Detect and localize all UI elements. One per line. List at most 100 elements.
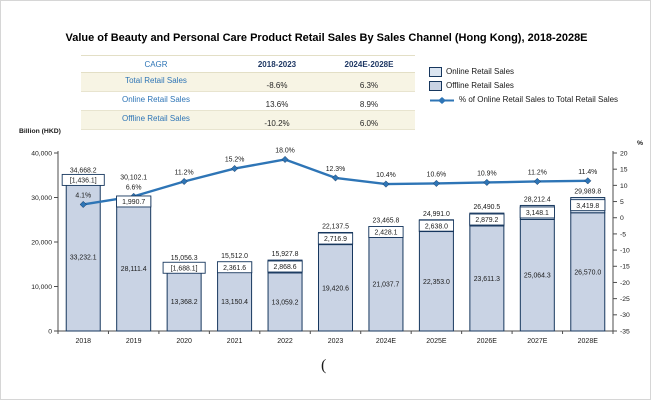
pct-marker-icon xyxy=(533,177,541,186)
online-value-box xyxy=(317,232,354,245)
plot-svg: 40,000 30,000 20,000 10,000 0 20 15 10 5 0 -5 -10 -1… xyxy=(31,147,630,345)
pct-value-label: 11.4% xyxy=(578,169,597,176)
pct-value-label: 6.6% xyxy=(126,184,142,191)
offline-value-label: 13,368.2 xyxy=(171,299,198,306)
offline-bar-segment xyxy=(570,212,606,332)
online-value-label: 2,879.2 xyxy=(475,217,498,224)
cagr-header-row: CAGR 2018-2023 2024E-2028E xyxy=(81,55,415,73)
cagr-row: Offline Retail Sales -10.2% 6.0% xyxy=(81,110,415,130)
cagr-header-2018-2023: 2018-2023 xyxy=(257,60,297,69)
cagr-header-label: CAGR xyxy=(144,60,168,69)
legend-label: Online Retail Sales xyxy=(446,67,515,76)
offline-bar-segment xyxy=(267,272,303,332)
footer-mark: ( xyxy=(321,357,327,374)
offline-value-label: 23,611.3 xyxy=(474,276,500,283)
x-axis-label: 2025E xyxy=(426,338,447,345)
x-axis-label: 2023 xyxy=(328,338,344,345)
online-value-box xyxy=(469,213,505,226)
legend-item: Offline Retail Sales xyxy=(429,81,618,91)
chart-title: Value of Beauty and Personal Care Produc… xyxy=(65,32,588,44)
cagr-value: 6.0% xyxy=(359,118,379,128)
right-axis-tick-label: -35 xyxy=(620,328,630,335)
cagr-value: -10.2% xyxy=(264,118,290,128)
pct-marker-icon xyxy=(432,179,440,187)
total-value-label: 15,927.8 xyxy=(272,251,299,258)
online-value-label: [1,436.1] xyxy=(70,178,97,185)
x-axis-label: 2027E xyxy=(527,338,548,345)
online-value-label: 3,148.1 xyxy=(526,210,549,217)
total-value-label: 34,668.2 xyxy=(70,168,97,175)
cagr-value: 8.9% xyxy=(359,99,379,109)
right-axis-tick-label: -30 xyxy=(620,312,630,319)
pct-line-icon xyxy=(430,96,454,104)
cagr-value: 6.3% xyxy=(359,80,379,90)
online-value-label: 2,868.6 xyxy=(274,264,297,271)
pct-value-label: 18.0% xyxy=(275,147,295,154)
online-value-label: 2,428.1 xyxy=(374,230,397,237)
pct-value-label: 12.3% xyxy=(326,166,346,173)
offline-bar-segment xyxy=(166,271,202,332)
pct-value-label: 15.2% xyxy=(225,157,245,164)
offline-value-label: 13,150.4 xyxy=(221,299,248,306)
pct-marker-icon xyxy=(584,177,592,185)
total-value-label: 26,490.5 xyxy=(473,204,500,211)
offline-value-label: 26,570.0 xyxy=(574,269,601,276)
right-axis-tick-label: -10 xyxy=(620,247,630,254)
pct-value-label: 4.1% xyxy=(75,192,91,199)
online-value-box xyxy=(216,261,253,274)
right-axis-tick-label: -25 xyxy=(620,296,630,303)
right-axis-tick-label: -5 xyxy=(620,231,626,238)
pct-value-label: 11.2% xyxy=(528,169,547,176)
legend-item: Online Retail Sales xyxy=(429,67,618,77)
cagr-value: 13.6% xyxy=(265,99,289,109)
left-axis-tick-label: 0 xyxy=(48,328,52,335)
offline-value-label: 28,111.4 xyxy=(121,266,147,273)
right-axis-title: % xyxy=(637,140,644,147)
pct-value-label: 10.9% xyxy=(477,170,497,177)
online-value-label: [1,688.1] xyxy=(171,265,198,272)
right-axis-tick-label: -20 xyxy=(620,280,630,287)
left-axis-tick-label: 40,000 xyxy=(31,150,52,157)
x-axis-label: 2022 xyxy=(277,338,293,345)
pct-marker-icon xyxy=(281,155,289,164)
online-value-box xyxy=(519,206,555,219)
cagr-header-2024e-2028e: 2024E-2028E xyxy=(344,60,394,69)
pct-marker-icon xyxy=(483,178,491,187)
pct-value-label: 10.4% xyxy=(376,172,396,179)
offline-value-label: 13,059.2 xyxy=(272,299,299,306)
left-axis-tick-label: 10,000 xyxy=(31,284,52,291)
pct-marker-icon xyxy=(79,200,87,209)
x-axis-label: 2020 xyxy=(176,338,192,345)
total-value-label: 29,989.8 xyxy=(574,189,601,196)
offline-value-label: 22,353.0 xyxy=(423,279,450,286)
online-swatch-icon xyxy=(429,67,442,77)
total-value-label: 30,102.1 xyxy=(120,174,147,181)
online-value-label: 2,716.9 xyxy=(324,236,347,243)
cagr-table: CAGR 2018-2023 2024E-2028E Total Retail … xyxy=(81,55,415,130)
cagr-row-label: Offline Retail Sales xyxy=(122,114,190,123)
offline-bar-segment xyxy=(116,205,152,332)
online-value-label: 3,419.8 xyxy=(576,203,599,210)
offline-bar-segment xyxy=(519,218,555,332)
x-axis-label: 2028E xyxy=(578,338,599,345)
offline-value-label: 19,420.6 xyxy=(322,285,349,292)
online-value-box xyxy=(418,219,455,232)
left-axis-title: Billion (HKD) xyxy=(19,128,61,135)
offline-swatch-icon xyxy=(429,81,442,91)
online-value-box xyxy=(61,173,105,186)
x-axis-label: 2024E xyxy=(376,338,397,345)
total-value-label: 24,991.0 xyxy=(423,211,450,218)
cagr-row-label: Total Retail Sales xyxy=(125,76,187,85)
offline-bar-segment xyxy=(368,236,404,332)
legend-item: % of Online Retail Sales to Total Retail… xyxy=(429,95,618,105)
right-axis-tick-label: 5 xyxy=(620,199,624,206)
left-axis-tick-label: 30,000 xyxy=(31,195,52,202)
total-value-label: 23,465.8 xyxy=(373,218,400,225)
pct-value-label: 11.2% xyxy=(175,169,194,176)
online-value-label: 2,638.0 xyxy=(425,223,448,230)
total-value-label: 15,512.0 xyxy=(221,253,248,260)
offline-bar-segment xyxy=(469,225,505,332)
right-axis-tick-label: -15 xyxy=(620,264,630,271)
online-value-box xyxy=(267,260,303,273)
